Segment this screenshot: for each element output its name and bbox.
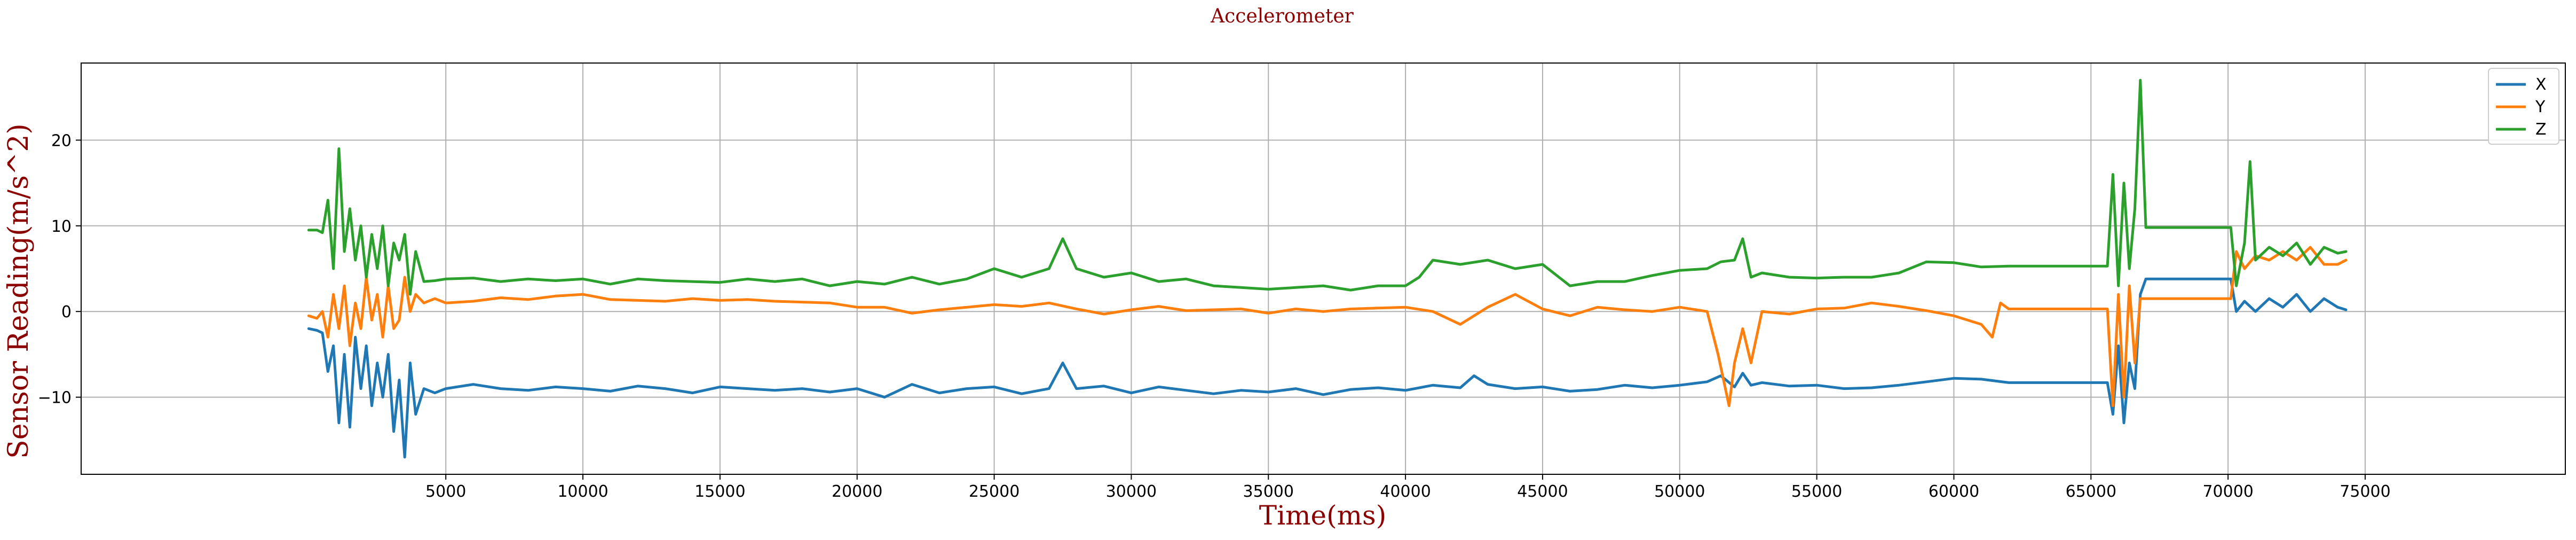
legend-label-x: X (2535, 75, 2547, 94)
x-tick-label: 50000 (1654, 482, 1705, 501)
plot-frame (81, 62, 2566, 475)
x-tick-label: 60000 (1929, 482, 1979, 501)
x-tick-label: 10000 (557, 482, 608, 501)
series-line-y (307, 246, 2348, 408)
plot-series (307, 79, 2348, 459)
legend-label-y: Y (2535, 98, 2546, 116)
x-axis-label: Time(ms) (1259, 500, 1386, 531)
x-tick-label: 55000 (1791, 482, 1842, 501)
x-tick-label: 25000 (969, 482, 1020, 501)
x-tick-label: 15000 (694, 482, 745, 501)
y-tick-label: 20 (51, 131, 72, 150)
series-line-x (307, 277, 2348, 459)
axis-ticks: 5000 10000 15000 20000 25000 30000 35000 40000 4… (38, 131, 2391, 501)
x-tick-label: 40000 (1380, 482, 1431, 501)
x-tick-label: 65000 (2066, 482, 2116, 501)
y-tick-label: 10 (51, 217, 72, 236)
y-axis-label: Sensor Reading(m/s^2) (3, 123, 35, 459)
x-tick-label: 5000 (425, 482, 466, 501)
x-tick-label: 35000 (1243, 482, 1294, 501)
series-line-z (307, 79, 2348, 296)
x-tick-label: 30000 (1106, 482, 1157, 501)
legend-label-z: Z (2535, 120, 2547, 139)
y-tick-label: −10 (38, 389, 72, 408)
chart-title: Accelerometer (1210, 5, 1354, 27)
y-tick-label: 0 (61, 303, 72, 322)
grid-lines (81, 63, 2565, 474)
legend: XYZ (2488, 68, 2559, 145)
x-tick-label: 45000 (1517, 482, 1568, 501)
x-tick-label: 20000 (832, 482, 882, 501)
x-tick-label: 70000 (2202, 482, 2253, 501)
x-tick-label: 75000 (2340, 482, 2390, 501)
